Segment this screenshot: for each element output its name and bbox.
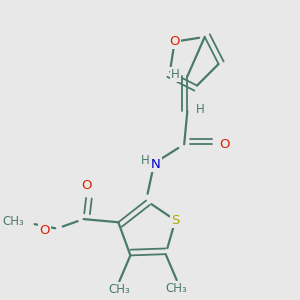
Text: S: S bbox=[171, 214, 179, 227]
Text: N: N bbox=[151, 158, 160, 171]
Text: O: O bbox=[219, 138, 230, 151]
Text: O: O bbox=[82, 179, 92, 192]
Text: CH₃: CH₃ bbox=[2, 215, 24, 228]
Text: CH₃: CH₃ bbox=[109, 283, 130, 296]
Text: O: O bbox=[169, 35, 180, 48]
Text: H: H bbox=[196, 103, 205, 116]
Text: CH₃: CH₃ bbox=[166, 282, 188, 295]
Text: O: O bbox=[39, 224, 50, 237]
Text: H: H bbox=[141, 154, 150, 167]
Text: H: H bbox=[171, 68, 180, 81]
